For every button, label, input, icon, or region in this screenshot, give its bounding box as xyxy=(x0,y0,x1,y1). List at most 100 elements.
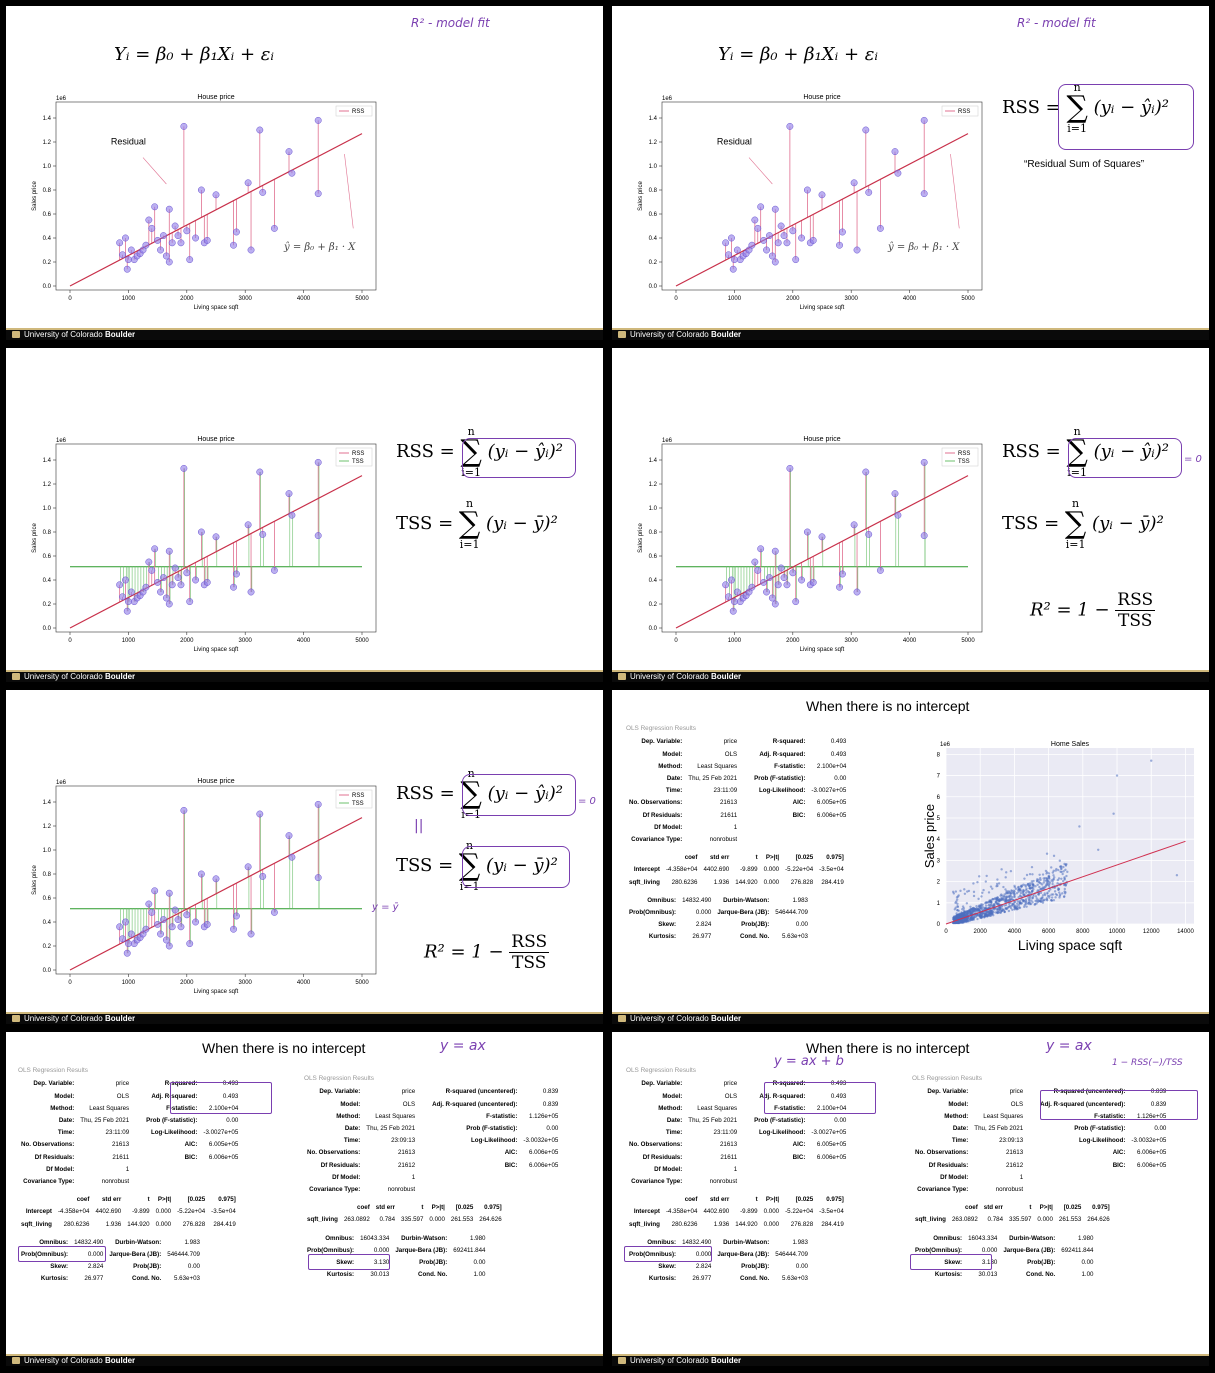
ols-diag-cell: 1.00 xyxy=(1081,1271,1094,1279)
ols-diag-cell: 5.63e+03 xyxy=(173,1275,200,1283)
data-point xyxy=(1039,888,1043,891)
sum-bottom: i=1 xyxy=(461,466,482,479)
ols-coef-cell: sqft_living xyxy=(629,1220,660,1228)
data-point xyxy=(1038,873,1041,877)
ols-diag-cell: 1.00 xyxy=(473,1271,486,1279)
sum-icon: n ∑ i=1 xyxy=(458,497,481,551)
x-tick-label: 1000 xyxy=(728,638,742,644)
x-tick-label: 0 xyxy=(68,980,72,986)
y-tick-label: 1.0 xyxy=(43,164,52,170)
data-point xyxy=(230,583,237,591)
y-tick-label: 8 xyxy=(937,752,941,758)
ols-cell xyxy=(143,1164,200,1176)
ols-summary-row: Date: Thu, 25 Feb 2021 Prob (F-statistic):… xyxy=(626,773,849,785)
ols-cell: Covariance Type: xyxy=(917,1186,969,1194)
ols-cell xyxy=(808,1176,849,1188)
data-point xyxy=(123,265,131,273)
data-point xyxy=(186,256,194,264)
data-point xyxy=(1006,892,1010,895)
data-point xyxy=(853,246,861,254)
ols-diag-cell: 14832.490 xyxy=(682,896,712,904)
data-point xyxy=(1050,879,1053,882)
data-point xyxy=(165,889,173,897)
slide-8: When there is no intercept y = ax + b y … xyxy=(612,1032,1209,1366)
data-point xyxy=(1053,890,1057,893)
y-tick-label: 0.4 xyxy=(43,920,52,926)
ols-diag-cell: 30.013 xyxy=(370,1271,390,1279)
ols-coef-cell: 0.784 xyxy=(987,1216,1004,1224)
residual-arrow xyxy=(748,157,773,185)
ols-cell: Df Model: xyxy=(654,823,683,831)
data-point xyxy=(1013,908,1016,911)
data-point xyxy=(1063,892,1067,895)
y-tick-label: 1.2 xyxy=(649,482,658,488)
regression-line xyxy=(675,133,969,287)
legend-rss-label: RSS xyxy=(958,451,970,457)
ols-coef-cell: 4402.690 xyxy=(703,1208,730,1216)
data-point xyxy=(247,930,255,938)
y-tick-label: 0.0 xyxy=(43,626,52,632)
data-point xyxy=(259,188,267,196)
data-point xyxy=(230,925,237,933)
data-point xyxy=(777,564,785,572)
data-point xyxy=(212,875,220,883)
data-point xyxy=(996,898,999,901)
ols-diagnostics-table: Omnibus: 14832.490 Durbin-Watson: 1.983 Prob… xyxy=(18,1237,203,1286)
ols-cell: Least Squares xyxy=(697,762,738,770)
data-point xyxy=(197,528,205,536)
data-point xyxy=(777,222,785,230)
legend-rss-label: RSS xyxy=(958,109,970,115)
x-tick-label: 2000 xyxy=(180,296,194,302)
ols-cell xyxy=(751,1164,808,1176)
data-point xyxy=(1050,866,1053,869)
ols-header: OLS Regression Results xyxy=(626,725,696,732)
fitted-line-label: ŷ = β₀ + β₁ · X xyxy=(284,242,356,253)
ols-diag-cell: 26.977 xyxy=(84,1275,104,1283)
ols-coef-cell: 0.000 xyxy=(1037,1216,1053,1224)
data-point xyxy=(1012,889,1016,892)
footer-bar: University of Colorado Boulder xyxy=(612,328,1209,340)
data-point xyxy=(953,915,956,918)
handwritten-box-r2 xyxy=(170,1082,272,1114)
ols-diag-cell: Durbin-Watson: xyxy=(115,1238,162,1246)
ols-cell: 0.839 xyxy=(542,1088,559,1096)
ols-diag-cell: Durbin-Watson: xyxy=(401,1234,448,1242)
ols-cell: Prob (F-statistic): xyxy=(146,1117,198,1125)
data-point xyxy=(1000,868,1003,871)
data-point xyxy=(1034,885,1037,888)
ols-cell xyxy=(520,1184,561,1196)
ols-cell xyxy=(143,1176,200,1188)
y-axis-label: Sales price xyxy=(922,804,937,868)
data-point xyxy=(124,940,132,948)
x-tick-label: 6000 xyxy=(1042,929,1056,935)
data-point xyxy=(975,904,978,908)
home-sales-chart: 0 1 2 3 4 5 6 7 8 0 2000 4000 6000 8000 10000 12000 1400… xyxy=(922,738,1202,958)
data-point xyxy=(183,227,191,235)
ols-coef-cell: 276.828 xyxy=(182,1220,206,1228)
data-point xyxy=(968,910,972,913)
ols-cell: 21612 xyxy=(1005,1161,1024,1169)
ols-cell: Df Model: xyxy=(940,1173,969,1181)
rss-lhs: RSS = xyxy=(396,783,455,804)
x-tick-label: 4000 xyxy=(1008,929,1022,935)
data-point xyxy=(285,148,293,156)
data-point xyxy=(1018,905,1021,909)
data-point xyxy=(270,566,278,574)
data-point xyxy=(1062,870,1065,873)
x-tick-label: 2000 xyxy=(180,980,194,986)
ols-summary-row: Df Model: 1 xyxy=(626,822,849,834)
sum-icon: n ∑ i=1 xyxy=(460,767,482,821)
x-tick-label: 8000 xyxy=(1076,929,1090,935)
ols-summary-table: Dep. Variable: price R-squared: 0.493 Model:… xyxy=(18,1078,241,1188)
r2-fraction: RSS TSS xyxy=(509,932,550,973)
data-point xyxy=(1008,890,1011,893)
ols-cell: Df Residuals: xyxy=(642,811,683,819)
data-point xyxy=(1010,904,1013,907)
data-point xyxy=(123,949,131,957)
data-point xyxy=(1010,895,1014,899)
data-point xyxy=(174,232,182,240)
ols-coef-cell: 144.920 xyxy=(735,1220,758,1228)
ols-cell: R-squared (uncentered): xyxy=(1053,1088,1126,1096)
ols-diag-row: Omnibus: 16043.334 Durbin-Watson: 1.980 xyxy=(912,1233,1097,1245)
chart-svg: House price 1e6 0 1000 2000 3000 4000 5000 0.0 0.… xyxy=(32,436,377,653)
